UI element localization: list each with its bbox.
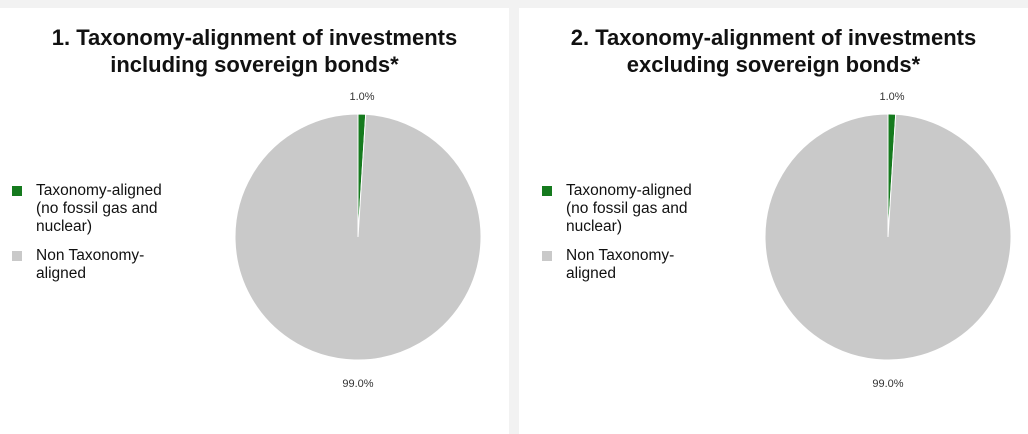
pie-slice-non-taxonomy-aligned (764, 113, 1012, 361)
legend-item-taxonomy-aligned: Taxonomy-aligned (no fossil gas and nucl… (12, 182, 202, 236)
legend-item-non-taxonomy-aligned: Non Taxonomy- aligned (542, 247, 732, 283)
chart-panel-including-sovereign-bonds: 1. Taxonomy-alignment of investments inc… (0, 8, 509, 434)
data-label-non-taxonomy-aligned: 99.0% (872, 378, 903, 390)
legend-label-line-2: (no fossil gas and (36, 200, 158, 217)
data-label-taxonomy-aligned: 1.0% (879, 91, 904, 103)
legend-label-line-2: aligned (566, 265, 616, 282)
legend-label-line-1: Non Taxonomy- (566, 247, 675, 264)
chart-title: 2. Taxonomy-alignment of investments exc… (519, 24, 1028, 78)
legend-swatch-taxonomy-aligned (542, 186, 552, 196)
pie-slice-non-taxonomy-aligned (234, 113, 482, 361)
legend-label-line-1: Taxonomy-aligned (36, 182, 162, 199)
legend-label-line-1: Non Taxonomy- (36, 247, 145, 264)
data-label-non-taxonomy-aligned: 99.0% (342, 378, 373, 390)
chart-title-line-2: excluding sovereign bonds* (626, 52, 921, 77)
legend-swatch-non-taxonomy-aligned (542, 251, 552, 261)
pie-chart: 1.0% 99.0% (234, 91, 482, 390)
chart-title: 1. Taxonomy-alignment of investments inc… (0, 24, 509, 78)
legend-item-non-taxonomy-aligned: Non Taxonomy- aligned (12, 247, 202, 283)
chart-legend: Taxonomy-aligned (no fossil gas and nucl… (542, 182, 732, 294)
chart-panel-excluding-sovereign-bonds: 2. Taxonomy-alignment of investments exc… (519, 8, 1028, 434)
legend-label-line-2: (no fossil gas and (566, 200, 688, 217)
legend-item-taxonomy-aligned: Taxonomy-aligned (no fossil gas and nucl… (542, 182, 732, 236)
legend-label-line-3: nuclear) (36, 218, 92, 235)
chart-title-line-1: 1. Taxonomy-alignment of investments (51, 25, 458, 50)
chart-title-line-1: 2. Taxonomy-alignment of investments (570, 25, 977, 50)
legend-swatch-non-taxonomy-aligned (12, 251, 22, 261)
data-label-taxonomy-aligned: 1.0% (349, 91, 374, 103)
legend-swatch-taxonomy-aligned (12, 186, 22, 196)
pie-chart: 1.0% 99.0% (764, 91, 1012, 390)
chart-title-line-2: including sovereign bonds* (110, 52, 399, 77)
legend-label-line-3: nuclear) (566, 218, 622, 235)
chart-legend: Taxonomy-aligned (no fossil gas and nucl… (12, 182, 202, 294)
legend-label-line-2: aligned (36, 265, 86, 282)
legend-label-line-1: Taxonomy-aligned (566, 182, 692, 199)
